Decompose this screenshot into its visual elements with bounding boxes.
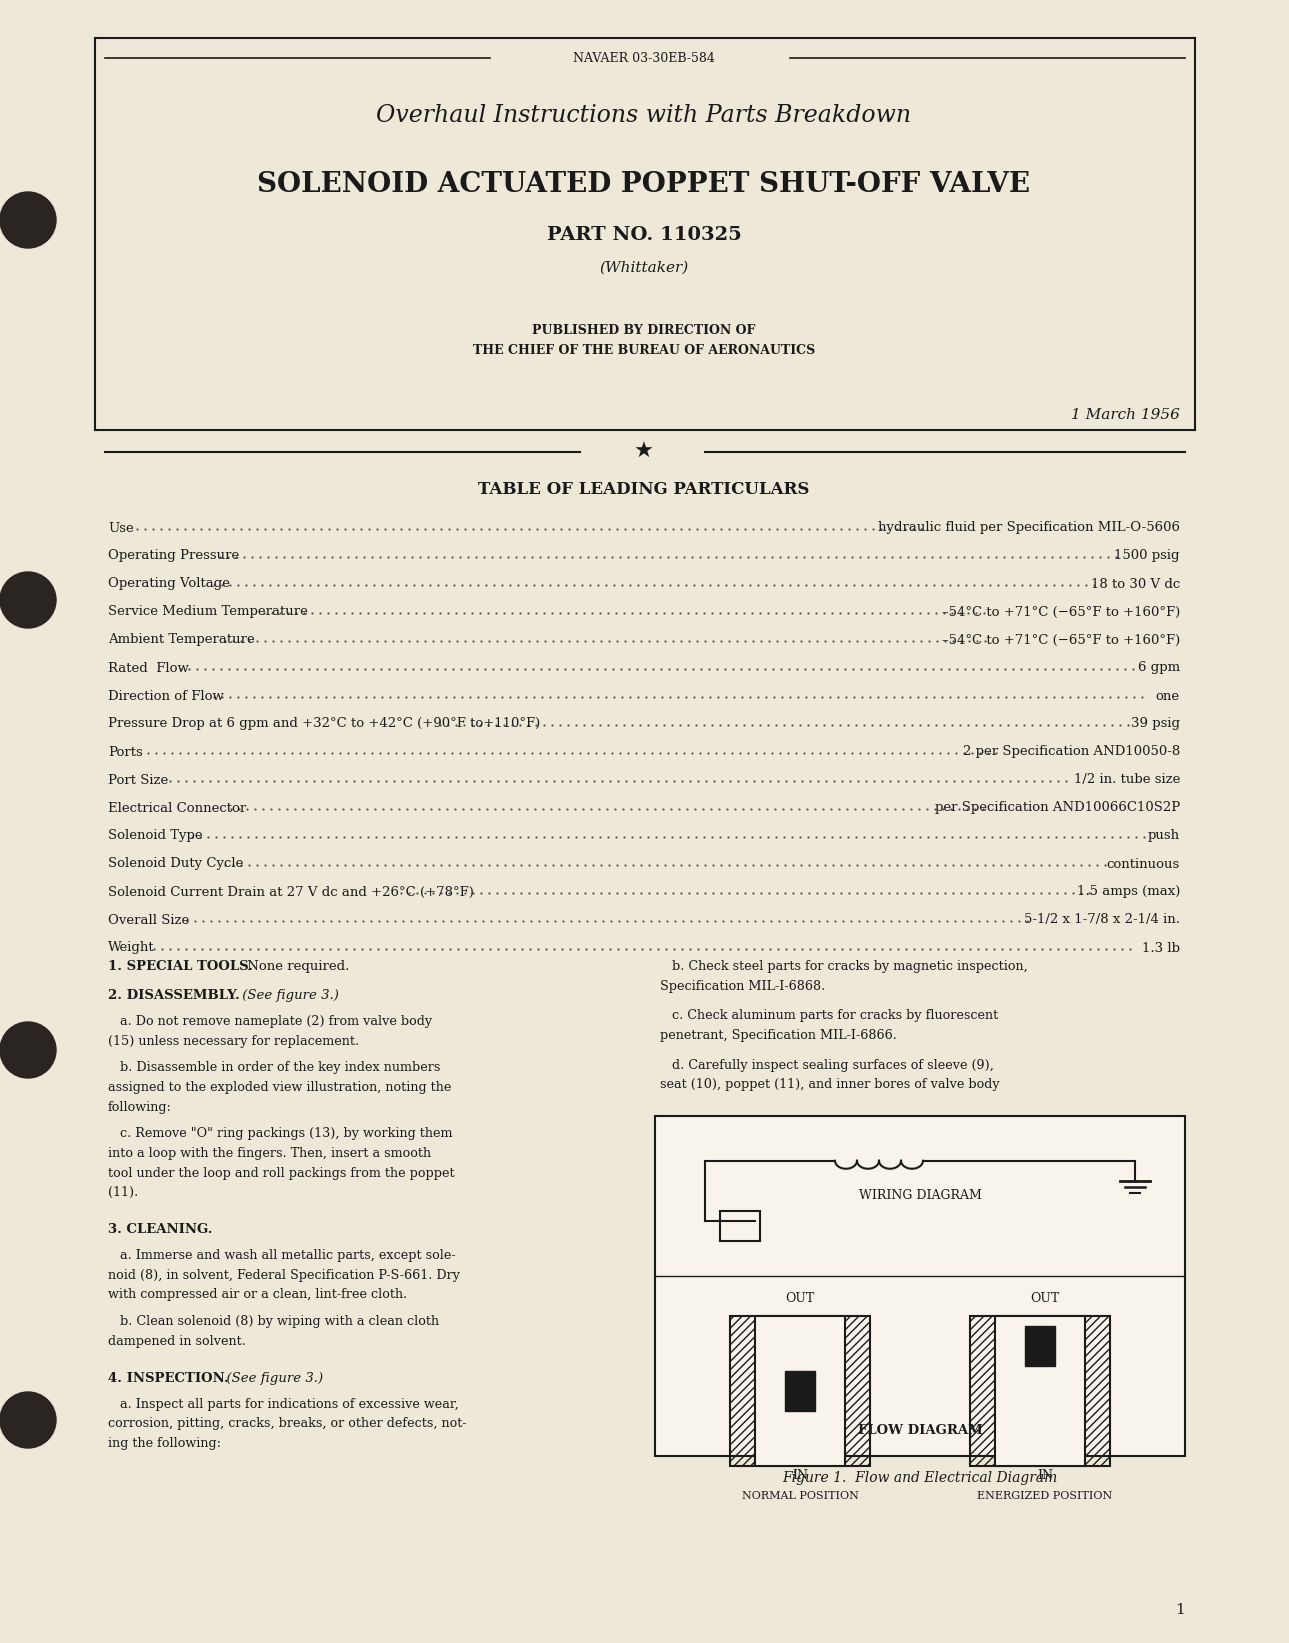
Text: FLOW DIAGRAM: FLOW DIAGRAM xyxy=(857,1424,982,1438)
Text: Solenoid Type: Solenoid Type xyxy=(108,830,202,843)
Text: 4. INSPECTION.: 4. INSPECTION. xyxy=(108,1372,228,1385)
Text: Solenoid Duty Cycle: Solenoid Duty Cycle xyxy=(108,858,244,871)
Text: a. Do not remove nameplate (2) from valve body: a. Do not remove nameplate (2) from valv… xyxy=(108,1015,432,1029)
Text: Weight: Weight xyxy=(108,941,155,955)
Text: Operating Pressure: Operating Pressure xyxy=(108,549,240,562)
Text: one: one xyxy=(1156,690,1179,703)
Bar xyxy=(971,1316,1110,1466)
Text: dampened in solvent.: dampened in solvent. xyxy=(108,1334,246,1347)
Text: into a loop with the fingers. Then, insert a smooth: into a loop with the fingers. Then, inse… xyxy=(108,1147,431,1160)
Text: NORMAL POSITION: NORMAL POSITION xyxy=(741,1490,858,1500)
Text: 1: 1 xyxy=(1176,1604,1185,1617)
Text: (Whittaker): (Whittaker) xyxy=(599,261,688,274)
Text: Specification MIL-I-6868.: Specification MIL-I-6868. xyxy=(660,979,825,992)
Text: Figure 1.  Flow and Electrical Diagram: Figure 1. Flow and Electrical Diagram xyxy=(782,1470,1058,1485)
Bar xyxy=(1025,1326,1054,1365)
Text: a. Inspect all parts for indications of excessive wear,: a. Inspect all parts for indications of … xyxy=(108,1398,459,1411)
Text: Ports: Ports xyxy=(108,746,143,759)
Text: penetrant, Specification MIL-I-6866.: penetrant, Specification MIL-I-6866. xyxy=(660,1029,897,1042)
Bar xyxy=(995,1316,1085,1466)
Text: ENERGIZED POSITION: ENERGIZED POSITION xyxy=(977,1490,1112,1500)
Bar xyxy=(755,1316,846,1466)
Bar xyxy=(721,1211,761,1240)
Text: noid (8), in solvent, Federal Specification P-S-661. Dry: noid (8), in solvent, Federal Specificat… xyxy=(108,1268,460,1282)
Text: Operating Voltage: Operating Voltage xyxy=(108,577,229,590)
Text: push: push xyxy=(1148,830,1179,843)
Text: NAVAER 03-30EB-584: NAVAER 03-30EB-584 xyxy=(574,51,715,64)
Text: Electrical Connector: Electrical Connector xyxy=(108,802,246,815)
Text: continuous: continuous xyxy=(1107,858,1179,871)
Text: 39 psig: 39 psig xyxy=(1130,718,1179,731)
Text: ing the following:: ing the following: xyxy=(108,1438,220,1451)
Text: c. Check aluminum parts for cracks by fluorescent: c. Check aluminum parts for cracks by fl… xyxy=(660,1009,998,1022)
Text: (See figure 3.): (See figure 3.) xyxy=(238,989,339,1002)
Bar xyxy=(755,1316,846,1466)
Text: ★: ★ xyxy=(634,442,654,462)
Bar xyxy=(730,1316,870,1466)
Circle shape xyxy=(0,1022,55,1078)
Text: c. Remove "O" ring packings (13), by working them: c. Remove "O" ring packings (13), by wor… xyxy=(108,1127,452,1140)
Text: 1.3 lb: 1.3 lb xyxy=(1142,941,1179,955)
Text: –54°C to +71°C (−65°F to +160°F): –54°C to +71°C (−65°F to +160°F) xyxy=(942,634,1179,646)
Text: 1. SPECIAL TOOLS.: 1. SPECIAL TOOLS. xyxy=(108,960,253,973)
Text: hydraulic fluid per Specification MIL-O-5606: hydraulic fluid per Specification MIL-O-… xyxy=(878,521,1179,534)
Text: –54°C to +71°C (−65°F to +160°F): –54°C to +71°C (−65°F to +160°F) xyxy=(942,606,1179,618)
Text: Overhaul Instructions with Parts Breakdown: Overhaul Instructions with Parts Breakdo… xyxy=(376,104,911,127)
Text: with compressed air or a clean, lint-free cloth.: with compressed air or a clean, lint-fre… xyxy=(108,1288,407,1301)
Text: assigned to the exploded view illustration, noting the: assigned to the exploded view illustrati… xyxy=(108,1081,451,1094)
Text: a. Immerse and wash all metallic parts, except sole-: a. Immerse and wash all metallic parts, … xyxy=(108,1249,455,1262)
Circle shape xyxy=(0,572,55,628)
Text: 1 March 1956: 1 March 1956 xyxy=(1071,407,1179,422)
Text: 1500 psig: 1500 psig xyxy=(1115,549,1179,562)
Text: IN: IN xyxy=(1036,1469,1053,1482)
Text: b. Clean solenoid (8) by wiping with a clean cloth: b. Clean solenoid (8) by wiping with a c… xyxy=(108,1316,440,1328)
Text: (15) unless necessary for replacement.: (15) unless necessary for replacement. xyxy=(108,1035,360,1048)
Text: seat (10), poppet (11), and inner bores of valve body: seat (10), poppet (11), and inner bores … xyxy=(660,1078,1000,1091)
Text: PART NO. 110325: PART NO. 110325 xyxy=(547,227,741,245)
Text: Port Size: Port Size xyxy=(108,774,169,787)
Text: WIRING DIAGRAM: WIRING DIAGRAM xyxy=(858,1190,981,1203)
Text: Service Medium Temperature: Service Medium Temperature xyxy=(108,606,308,618)
Circle shape xyxy=(0,1392,55,1447)
Text: (See figure 3.): (See figure 3.) xyxy=(218,1372,324,1385)
Text: Direction of Flow: Direction of Flow xyxy=(108,690,224,703)
Text: PUBLISHED BY DIRECTION OF: PUBLISHED BY DIRECTION OF xyxy=(532,324,755,337)
Bar xyxy=(655,1116,1185,1456)
Text: (11).: (11). xyxy=(108,1186,138,1199)
Text: SOLENOID ACTUATED POPPET SHUT-OFF VALVE: SOLENOID ACTUATED POPPET SHUT-OFF VALVE xyxy=(258,171,1030,199)
Text: following:: following: xyxy=(108,1101,171,1114)
Bar xyxy=(995,1316,1085,1466)
Circle shape xyxy=(0,192,55,248)
Text: 3. CLEANING.: 3. CLEANING. xyxy=(108,1222,213,1236)
Text: b. Disassemble in order of the key index numbers: b. Disassemble in order of the key index… xyxy=(108,1061,441,1075)
Text: TABLE OF LEADING PARTICULARS: TABLE OF LEADING PARTICULARS xyxy=(478,481,809,498)
Text: 1.5 amps (max): 1.5 amps (max) xyxy=(1076,886,1179,899)
Text: Use: Use xyxy=(108,521,134,534)
Text: 6 gpm: 6 gpm xyxy=(1138,662,1179,675)
Text: OUT: OUT xyxy=(1030,1293,1060,1305)
Text: d. Carefully inspect sealing surfaces of sleeve (9),: d. Carefully inspect sealing surfaces of… xyxy=(660,1058,994,1071)
Text: 1/2 in. tube size: 1/2 in. tube size xyxy=(1074,774,1179,787)
Text: per Specification AND10066C10S2P: per Specification AND10066C10S2P xyxy=(935,802,1179,815)
Text: OUT: OUT xyxy=(785,1293,815,1305)
Text: 5-1/2 x 1-7/8 x 2-1/4 in.: 5-1/2 x 1-7/8 x 2-1/4 in. xyxy=(1023,914,1179,927)
Text: None required.: None required. xyxy=(244,960,349,973)
Text: THE CHIEF OF THE BUREAU OF AERONAUTICS: THE CHIEF OF THE BUREAU OF AERONAUTICS xyxy=(473,343,815,357)
Text: 2 per Specification AND10050-8: 2 per Specification AND10050-8 xyxy=(963,746,1179,759)
Text: IN: IN xyxy=(791,1469,808,1482)
Text: 18 to 30 V dc: 18 to 30 V dc xyxy=(1090,577,1179,590)
Text: Overall Size: Overall Size xyxy=(108,914,189,927)
Text: b. Check steel parts for cracks by magnetic inspection,: b. Check steel parts for cracks by magne… xyxy=(660,960,1027,973)
Text: Rated  Flow: Rated Flow xyxy=(108,662,189,675)
Bar xyxy=(785,1370,815,1411)
Text: Solenoid Current Drain at 27 V dc and +26°C (+78°F): Solenoid Current Drain at 27 V dc and +2… xyxy=(108,886,474,899)
Text: Ambient Temperature: Ambient Temperature xyxy=(108,634,255,646)
Text: tool under the loop and roll packings from the poppet: tool under the loop and roll packings fr… xyxy=(108,1167,455,1180)
Text: 2. DISASSEMBLY.: 2. DISASSEMBLY. xyxy=(108,989,240,1002)
Text: corrosion, pitting, cracks, breaks, or other defects, not-: corrosion, pitting, cracks, breaks, or o… xyxy=(108,1418,467,1431)
Text: Pressure Drop at 6 gpm and +32°C to +42°C (+90°F to+110°F): Pressure Drop at 6 gpm and +32°C to +42°… xyxy=(108,718,540,731)
